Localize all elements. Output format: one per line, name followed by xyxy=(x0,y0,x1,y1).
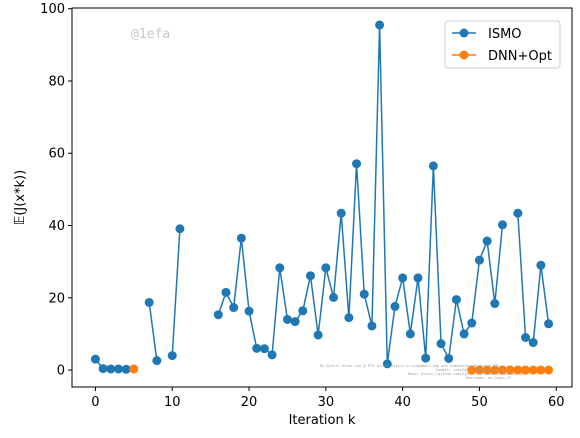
data-point xyxy=(305,271,315,281)
data-point xyxy=(382,359,392,369)
series-line xyxy=(171,228,181,356)
data-point xyxy=(359,289,369,299)
data-point xyxy=(521,333,531,342)
data-point xyxy=(436,339,446,349)
data-point xyxy=(144,297,154,307)
y-axis-title: 𝔼(J(x*k)) xyxy=(13,170,28,225)
data-point xyxy=(536,260,546,270)
data-point xyxy=(352,159,362,169)
x-tick-label: 30 xyxy=(318,395,335,410)
data-point xyxy=(390,301,400,311)
data-point xyxy=(467,318,477,328)
data-point xyxy=(451,295,461,305)
data-point xyxy=(490,365,500,375)
data-point xyxy=(375,20,385,30)
data-point xyxy=(175,224,185,234)
data-point xyxy=(421,353,431,363)
data-point xyxy=(221,287,231,297)
series-layer xyxy=(90,20,554,375)
series-dnn-opt xyxy=(129,364,554,375)
y-tick-label: 40 xyxy=(48,219,65,234)
attribution-line-1: By Kjetil Olsen Lye @ ETH Zurich kjetil.… xyxy=(320,364,500,368)
attribution-note: By Kjetil Olsen Lye @ ETH Zurich kjetil.… xyxy=(320,364,527,380)
x-tick-label: 0 xyxy=(91,395,99,410)
data-point xyxy=(497,220,507,230)
data-point xyxy=(513,365,523,375)
legend-ismo-marker xyxy=(459,28,469,38)
attribution-line-2: Commit: 1e1efa7fc2a5a2d2c8d4c2a xyxy=(436,368,503,372)
data-point xyxy=(90,354,100,364)
data-point xyxy=(482,236,492,246)
data-point xyxy=(505,365,515,375)
data-point xyxy=(259,344,269,354)
x-tick-label: 10 xyxy=(164,395,181,410)
y-tick-label: 0 xyxy=(57,364,65,379)
series-ismo xyxy=(90,20,554,374)
data-point xyxy=(467,365,477,375)
y-tick-label: 60 xyxy=(48,147,65,162)
data-point xyxy=(236,233,246,243)
data-point xyxy=(528,365,538,375)
data-point xyxy=(152,356,162,366)
data-point xyxy=(528,338,538,348)
y-tick-label: 80 xyxy=(48,74,65,89)
series-line xyxy=(148,302,158,361)
legend-ismo-label: ISMO xyxy=(488,27,522,42)
data-point xyxy=(106,364,116,374)
data-point xyxy=(267,350,277,360)
data-point xyxy=(474,365,484,375)
data-point xyxy=(275,263,285,273)
y-tick-label: 20 xyxy=(48,291,65,306)
attribution-line-4: Hostname: eu-login-37 xyxy=(466,376,511,380)
legend-dnn-label: DNN+Opt xyxy=(488,49,552,64)
data-point xyxy=(336,208,346,218)
data-point xyxy=(497,365,507,375)
data-point xyxy=(428,161,438,171)
y-tick-label: 100 xyxy=(40,2,65,17)
data-point xyxy=(405,329,415,339)
data-point xyxy=(474,255,484,265)
data-point xyxy=(121,364,131,374)
data-point xyxy=(167,351,177,361)
x-tick-label: 40 xyxy=(394,395,411,410)
legend-dnn-marker xyxy=(459,50,469,60)
data-point xyxy=(459,329,469,339)
data-point xyxy=(313,330,323,340)
data-point xyxy=(544,365,554,375)
x-tick-label: 60 xyxy=(548,395,565,410)
data-point xyxy=(252,343,262,353)
data-point xyxy=(321,263,331,273)
data-point xyxy=(290,317,300,327)
data-point xyxy=(513,208,523,218)
plot-frame xyxy=(71,7,573,388)
data-point xyxy=(398,273,408,283)
x-axis-title: Iteration k xyxy=(289,413,356,428)
data-point xyxy=(413,273,423,283)
data-point xyxy=(213,310,223,320)
data-point xyxy=(521,365,531,375)
data-point xyxy=(536,365,546,375)
data-point xyxy=(329,292,339,302)
watermark-text: @1efa xyxy=(131,27,170,42)
axes: 0 10 20 30 40 50 60 0 20 40 60 80 100 Iteration k 𝔼(J(… xyxy=(13,2,573,428)
data-point xyxy=(444,353,454,363)
legend: ISMO DNN+Opt xyxy=(444,20,561,69)
attribution-line-3: Repo: https://github.com/kjetil-lye/ismo… xyxy=(408,372,527,376)
data-point xyxy=(367,321,377,331)
data-point xyxy=(113,364,123,374)
x-tick-label: 50 xyxy=(471,395,488,410)
data-point xyxy=(544,319,554,329)
data-point xyxy=(482,365,492,375)
data-point xyxy=(298,306,308,316)
data-point xyxy=(129,364,139,374)
data-point xyxy=(282,314,292,324)
data-point xyxy=(229,303,239,313)
data-point xyxy=(244,306,254,316)
data-point xyxy=(490,299,500,309)
data-point xyxy=(98,364,108,374)
data-point xyxy=(344,313,354,323)
x-tick-label: 20 xyxy=(241,395,258,410)
